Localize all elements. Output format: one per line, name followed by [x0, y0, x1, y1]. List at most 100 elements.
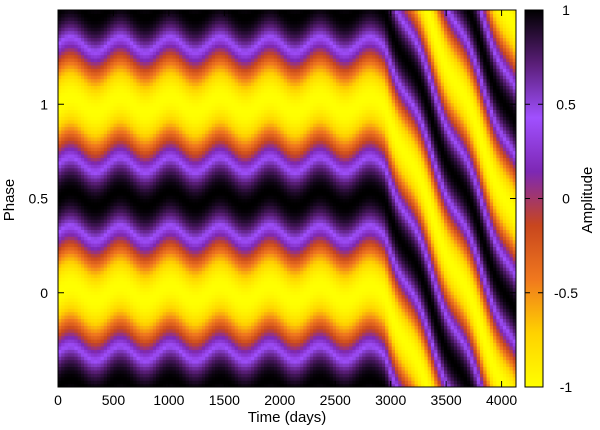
heatmap-cell [97, 356, 102, 361]
heatmap-cell [103, 205, 108, 210]
heatmap-cell [71, 356, 75, 361]
heatmap-cell [100, 208, 105, 213]
heatmap-cell [67, 171, 72, 176]
heatmap-cell [107, 88, 111, 93]
heatmap-cell [116, 267, 121, 272]
heatmap-cell [84, 81, 89, 86]
heatmap-cell [110, 188, 115, 193]
heatmap-cell [58, 92, 62, 97]
heatmap-cell [64, 51, 69, 56]
heatmap-cell [77, 236, 82, 241]
heatmap-cell [93, 273, 98, 278]
heatmap-cell [84, 356, 89, 361]
heatmap-cell [61, 352, 66, 357]
heatmap-cell [120, 13, 125, 18]
heatmap-cell [103, 85, 108, 90]
heatmap-cell [61, 359, 66, 364]
heatmap-cell [77, 191, 82, 196]
heatmap-cell [113, 88, 118, 93]
heatmap-cell [71, 239, 75, 244]
heatmap-cell [110, 143, 115, 148]
heatmap-cell [87, 68, 92, 73]
heatmap-cell [67, 287, 72, 292]
heatmap-cell [120, 140, 125, 145]
heatmap-cell [103, 164, 108, 169]
heatmap-cell [67, 44, 72, 49]
heatmap-cell [84, 157, 89, 162]
heatmap-cell [93, 352, 98, 357]
heatmap-cell [110, 373, 115, 378]
heatmap-cell [67, 195, 72, 200]
heatmap-cell [110, 198, 115, 203]
heatmap-cell [61, 188, 66, 193]
heatmap-cell [71, 277, 75, 282]
heatmap-cell [71, 373, 75, 378]
heatmap-cell [80, 157, 85, 162]
heatmap-cell [77, 123, 82, 128]
heatmap-cell [100, 339, 105, 344]
heatmap-cell [103, 177, 108, 182]
heatmap-cell [58, 308, 62, 313]
heatmap-cell [90, 191, 95, 196]
heatmap-cell [93, 10, 98, 15]
heatmap-cell [74, 236, 79, 241]
heatmap-cell [64, 177, 69, 182]
heatmap-cell [120, 30, 125, 35]
heatmap-cell [103, 342, 108, 347]
heatmap-cell [87, 243, 92, 248]
heatmap-cell [93, 277, 98, 282]
heatmap-cell [110, 284, 115, 289]
heatmap-cell [64, 284, 69, 289]
heatmap-cell [93, 380, 98, 385]
heatmap-cell [58, 119, 62, 124]
heatmap-cell [61, 232, 66, 237]
heatmap-cell [84, 92, 89, 97]
heatmap-cell [100, 160, 105, 165]
heatmap-cell [120, 260, 125, 265]
heatmap-cell [80, 54, 85, 59]
heatmap-cell [113, 373, 118, 378]
heatmap-cell [93, 222, 98, 227]
heatmap-cell [107, 140, 111, 145]
heatmap-cell [97, 339, 102, 344]
heatmap-cell [107, 280, 111, 285]
heatmap-cell [84, 236, 89, 241]
heatmap-cell [90, 339, 95, 344]
heatmap-cell [97, 129, 102, 134]
heatmap-cell [103, 81, 108, 86]
heatmap-cell [90, 71, 95, 76]
heatmap-cell [61, 284, 66, 289]
heatmap-cell [100, 123, 105, 128]
heatmap-cell [64, 143, 69, 148]
heatmap-cell [110, 253, 115, 258]
heatmap-cell [84, 273, 89, 278]
heatmap-cell [113, 291, 118, 296]
heatmap-cell [87, 363, 92, 368]
heatmap-cell [77, 126, 82, 131]
heatmap-cell [61, 369, 66, 374]
heatmap-cell [103, 208, 108, 213]
heatmap-cell [84, 44, 89, 49]
heatmap-cell [123, 363, 128, 368]
heatmap-cell [74, 99, 79, 104]
heatmap-cell [113, 232, 118, 237]
heatmap-cell [67, 328, 72, 333]
heatmap-cell [67, 219, 72, 224]
heatmap-cell [61, 160, 66, 165]
heatmap-cell [113, 143, 118, 148]
heatmap-cell [87, 284, 92, 289]
heatmap-cell [107, 133, 111, 138]
heatmap-cell [93, 232, 98, 237]
heatmap-cell [80, 325, 85, 330]
heatmap-cell [84, 256, 89, 261]
heatmap-cell [87, 116, 92, 121]
heatmap-cell [67, 136, 72, 141]
heatmap-cell [87, 78, 92, 83]
heatmap-cell [100, 363, 105, 368]
heatmap-cell [97, 222, 102, 227]
heatmap-cell [61, 325, 66, 330]
heatmap-cell [116, 380, 121, 385]
heatmap-cell [110, 99, 115, 104]
heatmap-cell [87, 373, 92, 378]
heatmap-cell [120, 277, 125, 282]
